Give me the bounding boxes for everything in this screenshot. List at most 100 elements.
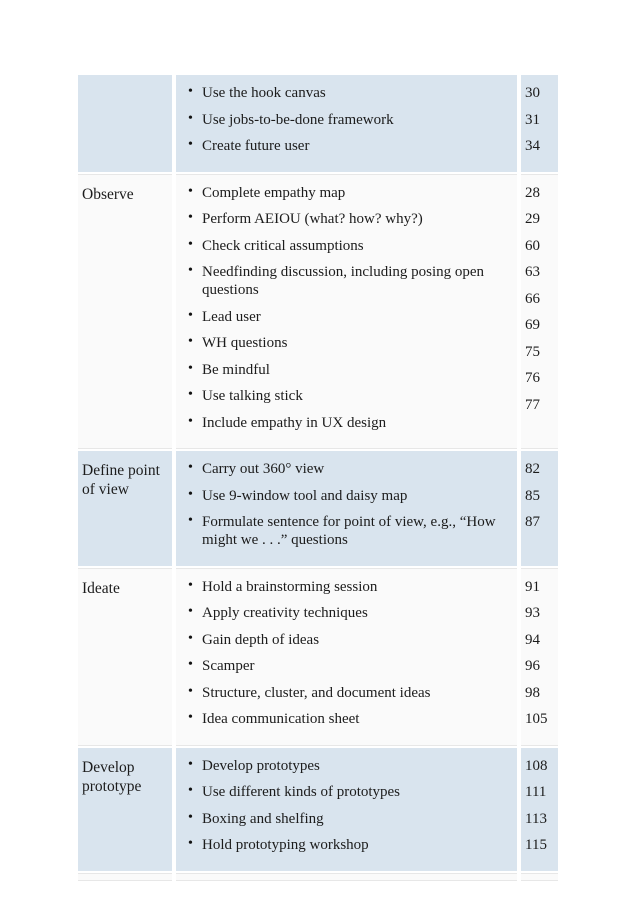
bullet-list: • Complete empathy map • Perform AEIOU (wha… [188, 184, 511, 432]
page-number: 96 [525, 658, 540, 674]
list-item: • Complete empathy map [188, 184, 511, 202]
list-item: • Use different kinds of prototypes [188, 783, 511, 801]
bullet-icon: • [188, 836, 193, 851]
pages-cell: 108 111 113 115 [521, 747, 558, 871]
phase-label: Observe [82, 185, 134, 203]
bullet-icon: • [188, 460, 193, 475]
list-item: • Formulate sentence for point of view, e… [188, 513, 511, 549]
pages-cell: 30 31 34 [521, 75, 558, 172]
phase-label: Develop prototype [82, 758, 142, 795]
column-divider [517, 747, 521, 871]
table-row: Define point of view • Carry out 360° vie… [78, 451, 558, 566]
page-number: 69 [525, 317, 540, 333]
item-label: Use the hook canvas [202, 85, 326, 101]
bullet-icon: • [188, 360, 193, 376]
page-number: 87 [525, 514, 540, 530]
bullet-icon: • [188, 387, 193, 402]
bullet-icon: • [188, 710, 193, 725]
table-row: Develop prototype • Develop prototypes • Us… [78, 747, 558, 871]
items-cell: • Carry out 360° view • Use 9-window tool a… [176, 451, 517, 566]
page-number: 82 [525, 461, 540, 477]
bullet-icon: • [188, 577, 193, 593]
bullet-list: • Develop prototypes • Use different kinds … [188, 757, 511, 855]
page-number: 60 [525, 237, 540, 254]
bullet-list: • Hold a brainstorming session • Apply crea… [188, 578, 511, 729]
bullet-icon: • [188, 263, 193, 278]
bullet-icon: • [188, 604, 193, 619]
item-label: Hold a brainstorming session [202, 578, 378, 595]
bullet-icon: • [188, 236, 193, 252]
phase-cell [78, 75, 172, 172]
bullet-icon: • [188, 809, 193, 825]
list-item: • Include empathy in UX design [188, 414, 511, 432]
toc-table: • Use the hook canvas • Use jobs-to-be-done… [78, 75, 558, 881]
bullet-icon: • [188, 657, 193, 672]
page-number: 105 [525, 711, 548, 727]
bullet-icon: • [188, 210, 193, 225]
item-label: Check critical assumptions [202, 237, 364, 254]
list-item: • Lead user [188, 308, 511, 326]
list-item: • Structure, cluster, and document ideas [188, 684, 511, 702]
items-cell: • Develop prototypes • Use different kinds … [176, 747, 517, 871]
pages-cell: 82 85 87 [521, 451, 558, 566]
pages-cell: 91 93 94 96 98 105 [521, 567, 558, 746]
page-number: 98 [525, 684, 540, 701]
item-label: Use talking stick [202, 388, 303, 404]
list-item: • Gain depth of ideas [188, 631, 511, 649]
item-label: Lead user [202, 308, 261, 325]
item-label: Complete empathy map [202, 184, 346, 201]
bullet-icon: • [188, 513, 193, 528]
item-label: Hold prototyping workshop [202, 837, 369, 853]
page-number-stack: 108 111 113 115 [525, 757, 556, 863]
bullet-icon: • [188, 307, 193, 323]
page-number-stack: 82 85 87 [525, 460, 556, 540]
column-divider [517, 173, 521, 449]
bullet-icon: • [188, 137, 193, 152]
page-number: 75 [525, 343, 540, 360]
item-label: Use 9-window tool and daisy map [202, 487, 408, 504]
pages-cell [521, 872, 558, 881]
table-row: • Use the hook canvas • Use jobs-to-be-done… [78, 75, 558, 172]
item-label: Boxing and shelfing [202, 810, 324, 827]
page-number: 34 [525, 138, 540, 154]
page-number-stack: 28 29 60 63 66 69 75 76 77 [525, 184, 556, 423]
item-label: Scamper [202, 658, 255, 674]
phase-cell [78, 872, 172, 881]
list-item: • Scamper [188, 657, 511, 675]
bullet-icon: • [188, 110, 193, 126]
item-label: Use different kinds of prototypes [202, 784, 401, 800]
item-label: Idea communication sheet [202, 711, 360, 727]
item-label: Carry out 360° view [202, 461, 325, 477]
phase-cell: Ideate [78, 567, 172, 746]
list-item: • Be mindful [188, 361, 511, 379]
page-number: 94 [525, 631, 540, 648]
table-row: Observe • Complete empathy map • Perform AE… [78, 173, 558, 449]
table-row [78, 872, 558, 881]
item-label: Apply creativity techniques [202, 605, 368, 621]
items-cell: • Complete empathy map • Perform AEIOU (wha… [176, 173, 517, 449]
page-number: 76 [525, 370, 540, 386]
page-number: 29 [525, 211, 540, 227]
bullet-icon: • [188, 334, 193, 349]
bullet-icon: • [188, 630, 193, 646]
list-item: • Create future user [188, 137, 511, 155]
item-label: Gain depth of ideas [202, 631, 320, 648]
item-label: Perform AEIOU (what? how? why?) [202, 211, 423, 227]
list-item: • Hold prototyping workshop [188, 836, 511, 854]
items-cell: • Hold a brainstorming session • Apply crea… [176, 567, 517, 746]
list-item: • Needfinding discussion, including posin… [188, 263, 511, 299]
list-item: • Check critical assumptions [188, 237, 511, 255]
item-label: Formulate sentence for point of view, e.… [202, 514, 496, 548]
phase-label: Define point of view [82, 462, 160, 498]
list-item: • Use jobs-to-be-done framework [188, 111, 511, 129]
item-label: Be mindful [202, 361, 270, 378]
page-number-stack: 30 31 34 [525, 84, 556, 164]
bullet-list: • Use the hook canvas • Use jobs-to-be-done… [188, 84, 511, 155]
item-label: Develop prototypes [202, 757, 320, 774]
item-label: Needfinding discussion, including posing… [202, 264, 485, 298]
column-divider [172, 451, 176, 566]
page-number: 66 [525, 290, 540, 307]
bullet-icon: • [188, 756, 193, 772]
page-number-stack: 91 93 94 96 98 105 [525, 578, 556, 737]
